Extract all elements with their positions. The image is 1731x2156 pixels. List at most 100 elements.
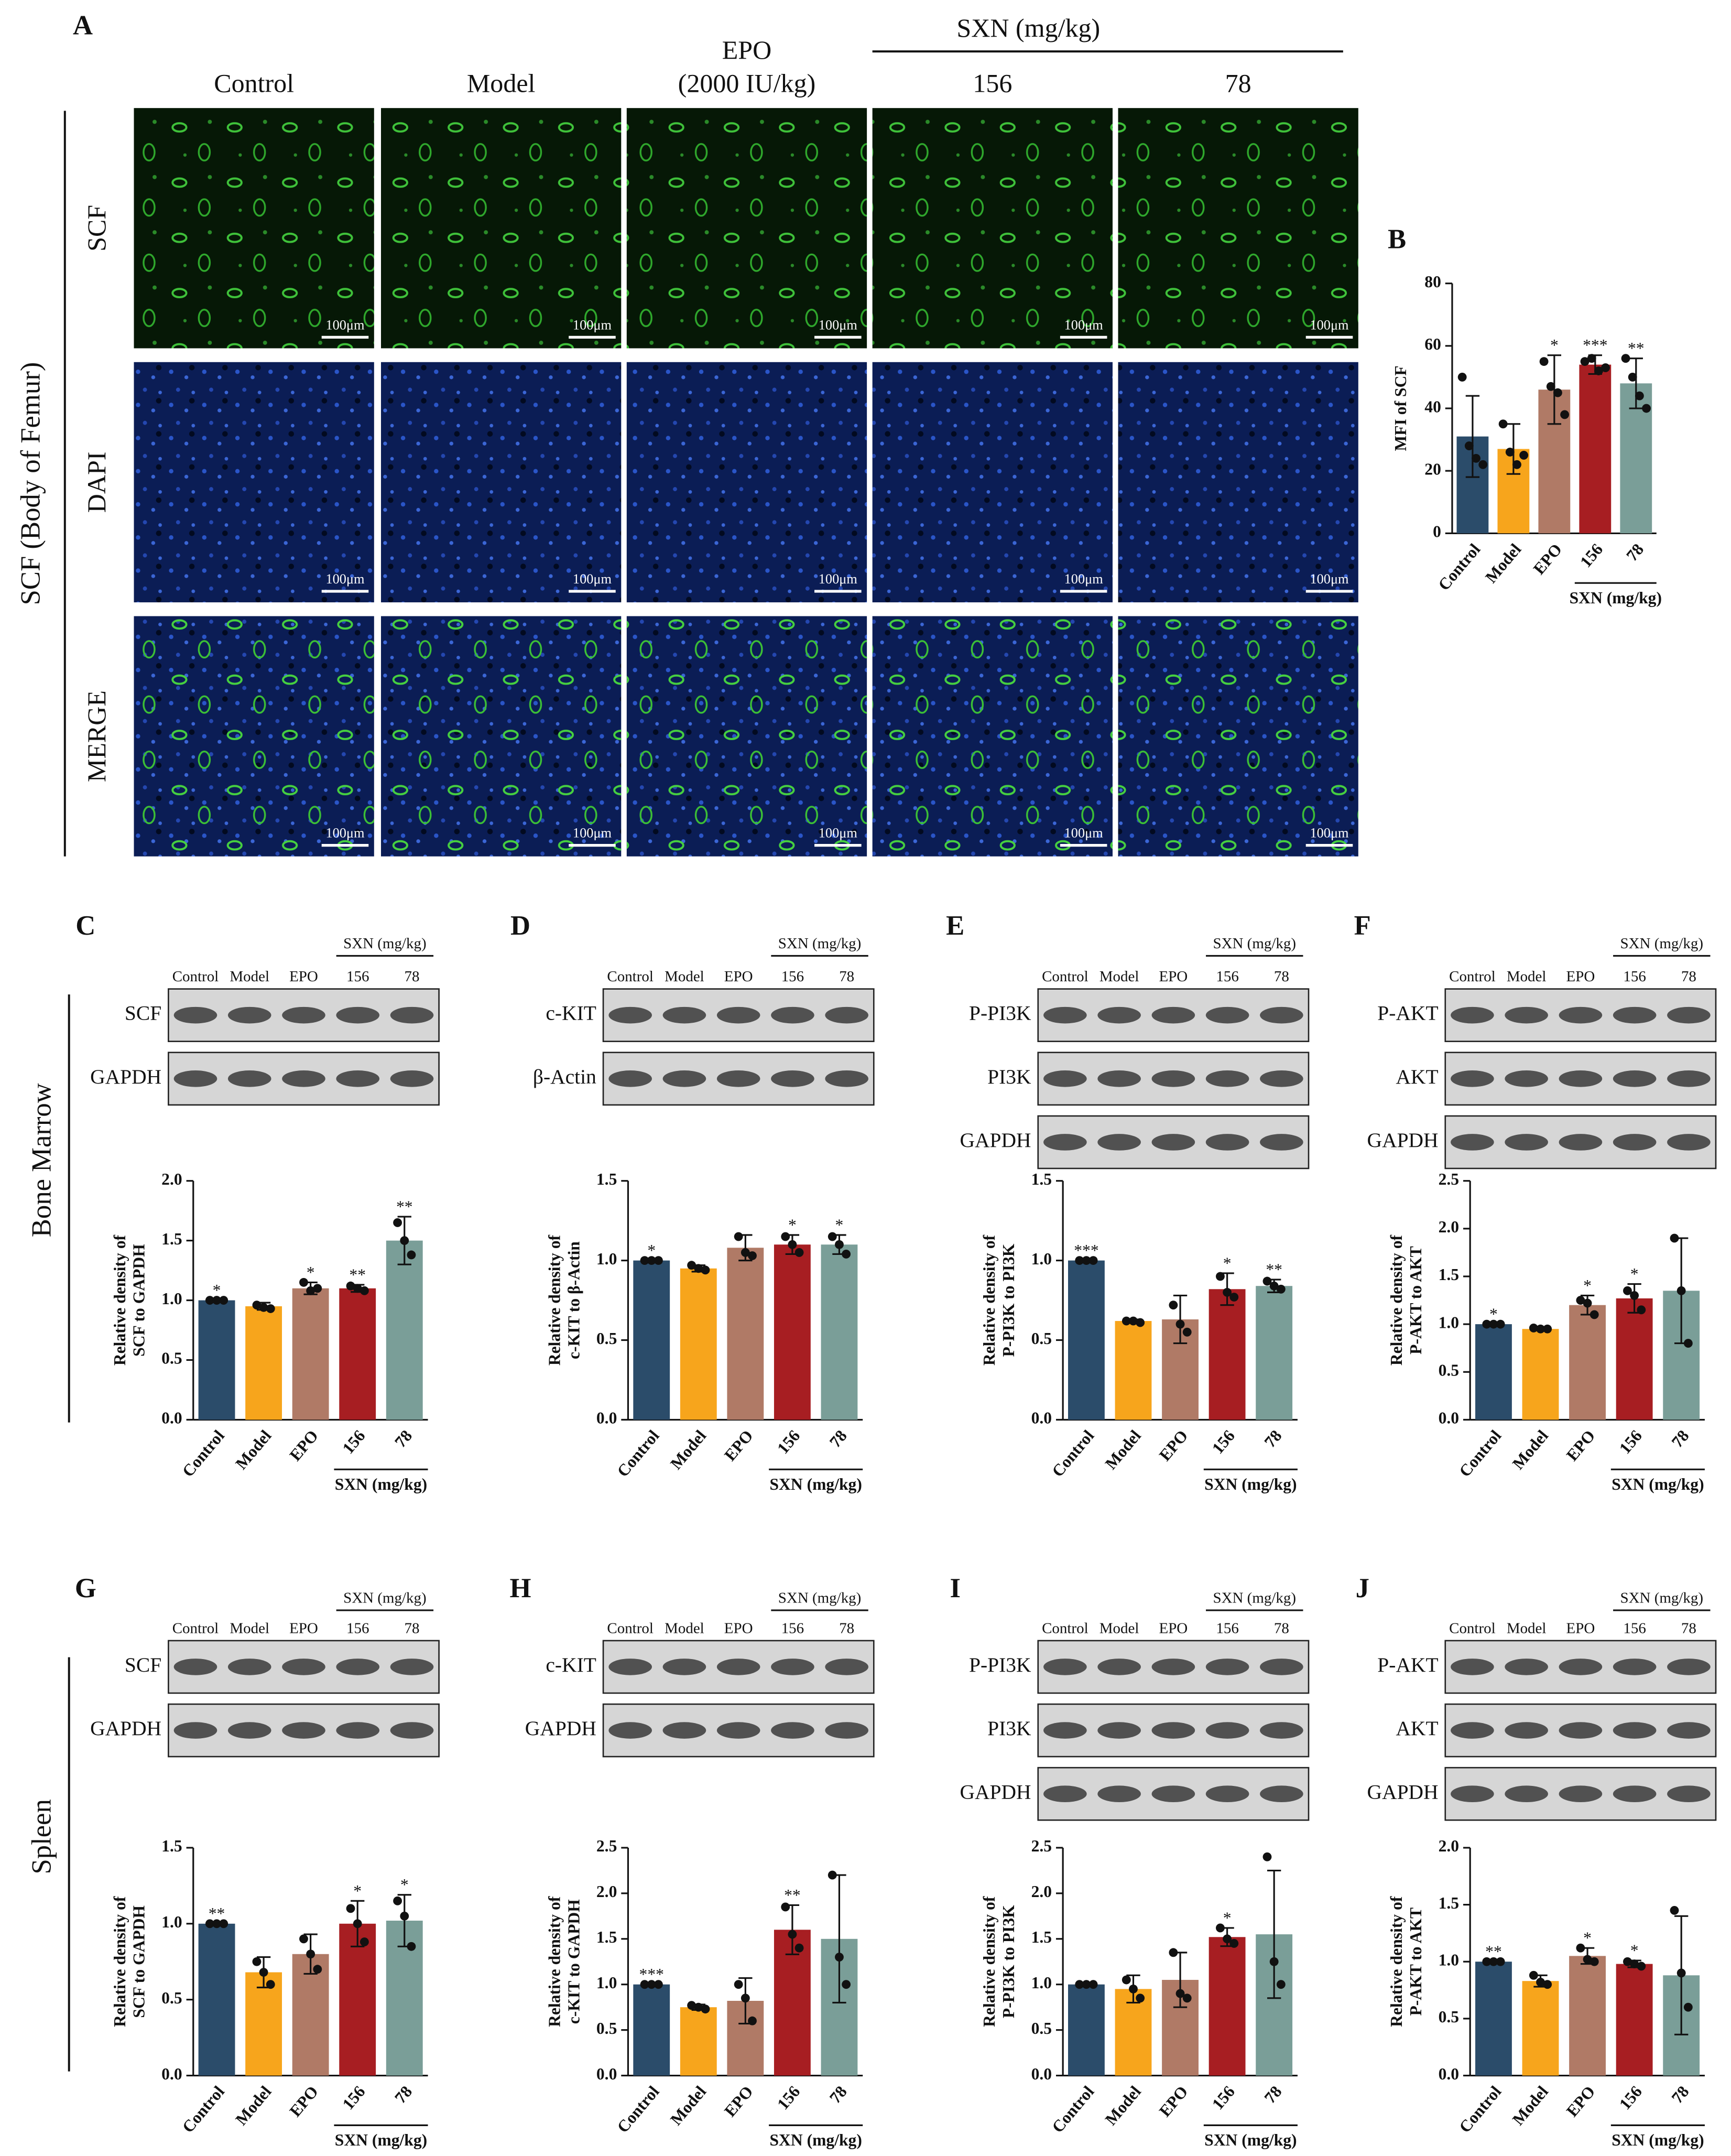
blot-band [1097,1134,1141,1151]
y-axis-label: Relative density of c-KIT to GAPDH [546,1896,583,2027]
y-axis-label-line: c-KIT to β-Actin [565,1241,583,1359]
data-point [1670,1906,1679,1915]
data-point [781,1902,790,1912]
x-tick-label: Model [232,1426,275,1473]
data-point [219,1296,228,1305]
data-point [1683,2002,1693,2012]
data-point [393,1896,402,1905]
x-tick-label: Control [179,1426,228,1480]
column-label: Control [214,68,294,97]
significance: * [1223,1909,1232,1927]
x-tick-label: EPO [1563,2083,1599,2120]
blot-band [1451,1006,1494,1024]
data-point [360,1286,369,1295]
bar [680,2007,717,2076]
bar [727,1248,764,1420]
blot-band [1667,1785,1711,1803]
x-group-label: SXN (mg/kg) [1204,1475,1297,1493]
x-tick-label: 156 [339,1426,368,1457]
blot-band [1613,1134,1657,1151]
blot-band [1205,1785,1249,1803]
data-point [299,1934,308,1944]
data-point [259,1968,268,1977]
x-tick-label: Control [614,1426,663,1480]
bar [245,1306,282,1420]
data-point [1464,441,1474,450]
blot-band [1667,1134,1711,1151]
y-tick-label: 2.0 [1439,1218,1460,1236]
x-group-label: SXN (mg/kg) [769,1475,862,1493]
blot-band [390,1722,434,1739]
significance: ** [784,1886,801,1904]
data-point [694,1264,703,1273]
data-point [1590,1957,1599,1966]
blot-band [716,1006,760,1024]
data-point [1623,1957,1632,1966]
blot-lane-label: EPO [1566,1620,1595,1637]
significance: * [1489,1305,1498,1324]
data-point [1630,1959,1639,1969]
data-point [1496,1319,1505,1329]
data-point [407,1250,416,1260]
bar [1256,1286,1293,1420]
blot-band [1151,1134,1195,1151]
data-point [701,1265,710,1275]
blot-band [1451,1134,1494,1151]
significance: * [213,1281,221,1299]
y-tick-label: 1.5 [161,1837,182,1855]
blot-band [1043,1722,1087,1739]
y-tick-label: 1.5 [596,1928,617,1946]
data-point [1182,1327,1192,1337]
blot-band [1260,1785,1303,1803]
data-point [1498,419,1508,429]
data-point [407,1942,416,1951]
data-point [828,1232,837,1241]
data-point [1580,357,1590,366]
blot-lane-label: 156 [1216,968,1238,985]
blot-band [1559,1785,1603,1803]
blot-lane-label: 78 [839,968,854,985]
micrograph-overlay [1118,616,1358,857]
y-tick-label: 0.0 [596,1409,617,1427]
blot-band [1667,1006,1711,1024]
x-group-label: SXN (mg/kg) [769,2131,862,2149]
scale-bar-label: 100μm [1310,826,1349,841]
x-tick-label: 78 [1260,1426,1285,1451]
data-point [1539,357,1549,366]
x-tick-label: Model [1102,1426,1145,1473]
x-group-label: SXN (mg/kg) [335,1475,427,1493]
x-tick-label: Model [1509,2082,1552,2129]
blot-band [1667,1722,1711,1739]
y-tick-label: 0.0 [596,2065,617,2083]
blot-band [1205,1134,1249,1151]
data-point [694,2002,703,2012]
blot-band [1559,1134,1603,1151]
y-tick-label: 40 [1424,397,1441,416]
blot-lane-label: Control [1449,1620,1496,1637]
data-point [640,1256,649,1265]
scale-bar-label: 100μm [573,571,612,587]
micrograph [134,108,374,349]
blot-band [825,1006,868,1024]
data-point [1175,1319,1185,1329]
data-point [734,1232,743,1241]
micrograph-overlay [380,616,622,857]
blot-band [1043,1134,1087,1151]
data-point [1489,1957,1498,1966]
data-point [1082,1980,1091,1989]
data-point [640,1980,649,1989]
blot-row-label: AKT [1396,1717,1438,1740]
micrograph-overlay [134,616,374,857]
blot-band [825,1659,868,1675]
data-point [1546,382,1555,391]
data-point [1590,1310,1599,1319]
data-point [1628,373,1637,382]
micrograph [380,108,622,349]
data-point [734,1980,743,1989]
y-axis-label-line: Relative density of [111,1896,129,2027]
blot-row-label: P-PI3K [969,1653,1031,1676]
data-point [1129,1984,1138,1994]
blot-band [825,1070,868,1087]
significance: ** [1628,339,1645,357]
scale-bar-label: 100μm [325,571,365,587]
